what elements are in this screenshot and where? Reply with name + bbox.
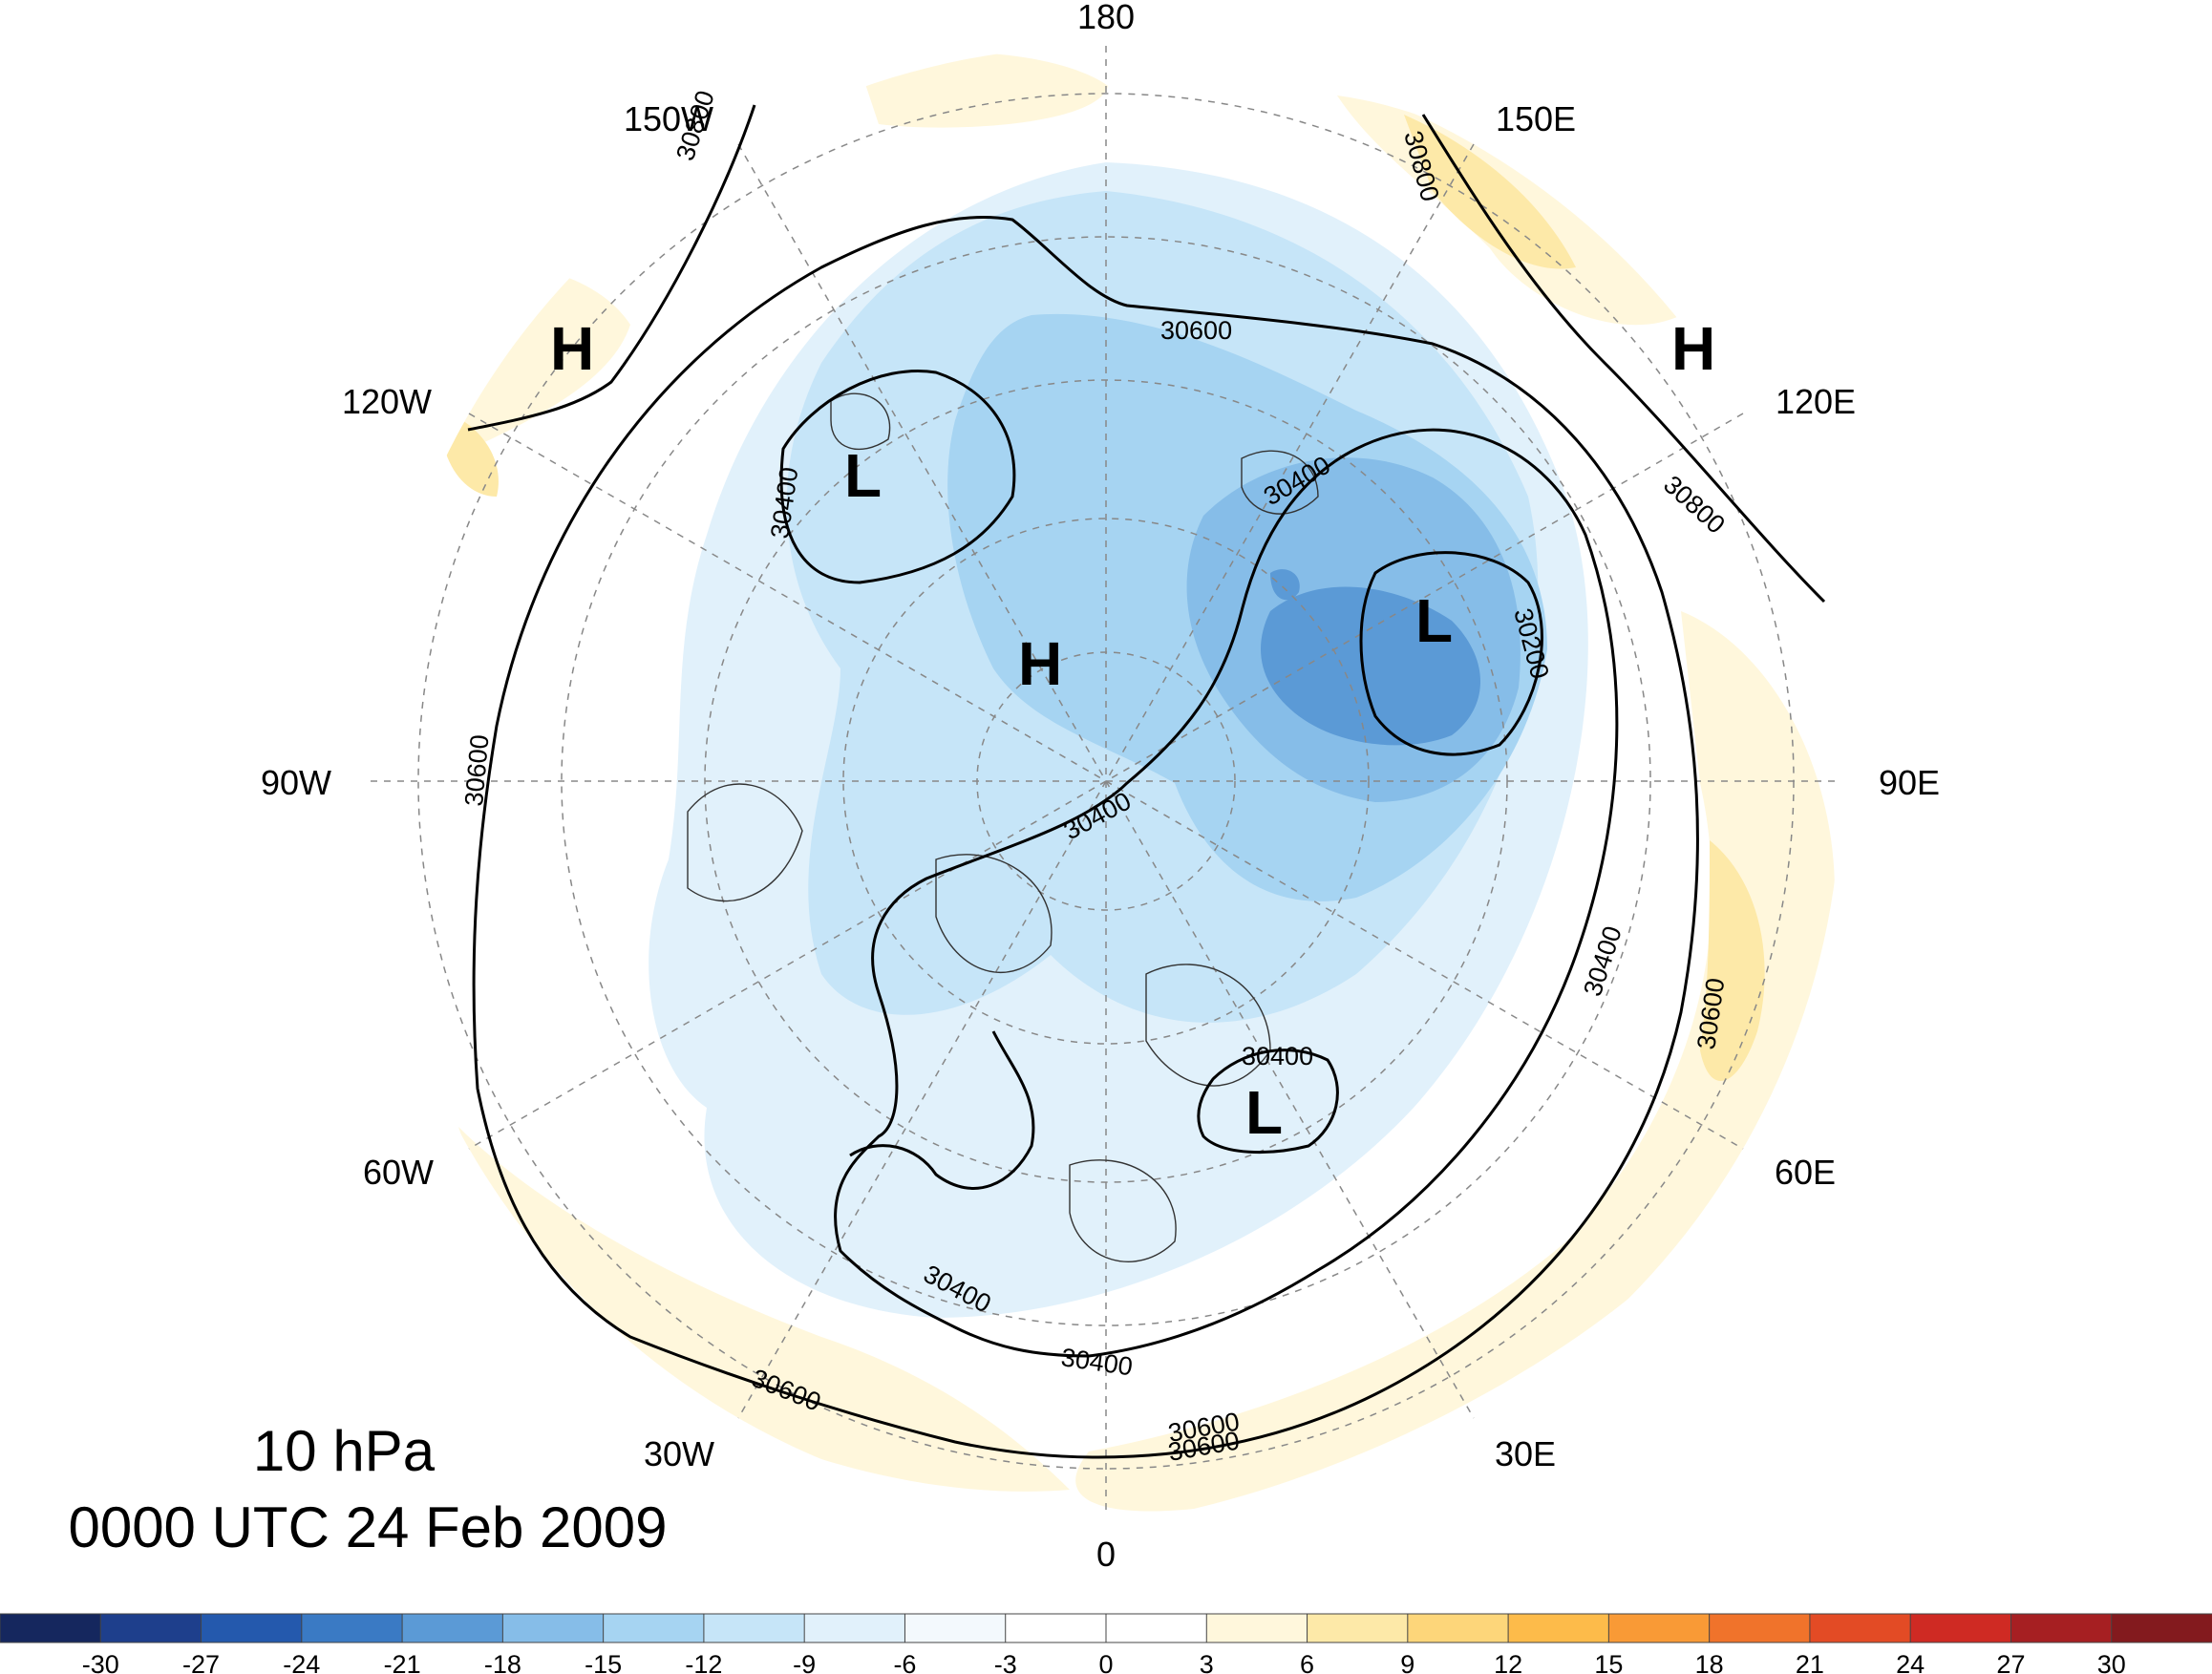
warm-anomaly-region	[1075, 611, 1835, 1512]
colorbar-tick-label: 3	[1200, 1650, 1214, 1674]
lon-label-60e: 60E	[1775, 1153, 1836, 1192]
colorbar-swatch	[603, 1613, 705, 1643]
contour-label: 30800	[1658, 470, 1731, 540]
colorbar-tick-label: -30	[82, 1650, 119, 1674]
colorbar-tick-label: 21	[1796, 1650, 1824, 1674]
warm-anomaly-region	[416, 266, 630, 458]
colorbar-swatch	[99, 1613, 202, 1643]
lon-label-30e: 30E	[1495, 1434, 1556, 1473]
pressure-level-title: 10 hPa	[253, 1419, 436, 1483]
contour-label: 30600	[1160, 316, 1232, 345]
colorbar-swatch	[2010, 1613, 2113, 1643]
colorbar-tick-label: -12	[685, 1650, 722, 1674]
cold-anomaly-region	[1261, 586, 1480, 746]
colorbar-swatch	[1507, 1613, 1610, 1643]
colorbar-tick-label: 12	[1494, 1650, 1522, 1674]
colorbar-tick-label: 18	[1695, 1650, 1724, 1674]
lon-label-180: 180	[1077, 0, 1135, 36]
contour-30400-west-low	[779, 370, 1016, 584]
colorbar-tick-label: 9	[1400, 1650, 1414, 1674]
colorbar-swatch	[1909, 1613, 2012, 1643]
high-center-marker: H	[1018, 629, 1062, 698]
high-center-marker: H	[550, 314, 594, 383]
colorbar-tick-label: -9	[793, 1650, 816, 1674]
pressure-centers: H H H L L L	[550, 314, 1715, 1147]
colorbar-tick-label: 27	[1996, 1650, 2025, 1674]
lon-label-150w: 150W	[624, 99, 713, 138]
colorbar-tick-label: -18	[484, 1650, 521, 1674]
colorbar-tick-label: 6	[1300, 1650, 1314, 1674]
contour-30200-siberia	[1359, 551, 1543, 756]
lon-label-120e: 120E	[1776, 382, 1856, 421]
colorbar-tick-label: 30	[2097, 1650, 2126, 1674]
lon-label-90w: 90W	[261, 763, 331, 802]
colorbar-swatch	[904, 1613, 1007, 1643]
cold-anomaly-region	[1270, 569, 1300, 601]
graticule	[371, 46, 1841, 1516]
colorbar-swatch	[1205, 1613, 1308, 1643]
colorbar-swatch	[1407, 1613, 1510, 1643]
contour-label: 30400	[1242, 1042, 1313, 1070]
lon-label-30w: 30W	[644, 1434, 714, 1473]
warm-anomaly-region	[458, 1127, 1070, 1492]
datetime-title: 0000 UTC 24 Feb 2009	[68, 1495, 667, 1559]
anomaly-shading	[416, 53, 1835, 1512]
contour-30800-east	[1421, 114, 1826, 604]
height-contours	[467, 104, 1826, 1459]
colorbar-swatch	[501, 1613, 605, 1643]
colorbar: -30 -27 -24 -21 -18 -15 -12 -9 -6 -3 0 3 6 9 12 15 18 21 2…	[0, 1613, 2212, 1674]
colorbar-swatch	[2111, 1613, 2212, 1643]
contour-30400-main	[834, 428, 1619, 1358]
lon-label-0: 0	[1096, 1535, 1116, 1574]
colorbar-tick-label: -6	[893, 1650, 916, 1674]
low-center-marker: L	[844, 441, 882, 510]
colorbar-tick-label: -27	[182, 1650, 220, 1674]
contour-30600-outer	[472, 216, 1699, 1459]
colorbar-swatch	[1005, 1613, 1107, 1643]
colorbar-tick-label: -24	[283, 1650, 320, 1674]
colorbar-swatch	[401, 1613, 504, 1643]
contour-30400-atlantic	[849, 1030, 1035, 1190]
low-center-marker: L	[1245, 1078, 1283, 1147]
longitude-labels: 180 150E 120E 90E 60E 30E 0 30W 60W 90W …	[261, 0, 1940, 1574]
lon-label-90e: 90E	[1879, 763, 1940, 802]
lon-label-150e: 150E	[1496, 99, 1576, 138]
colorbar-swatch	[1105, 1613, 1208, 1643]
colorbar-swatch	[301, 1613, 404, 1643]
colorbar-swatch	[703, 1613, 806, 1643]
contour-label: 30600	[459, 733, 494, 807]
colorbar-tick-label: 24	[1896, 1650, 1925, 1674]
colorbar-tick-label: 0	[1098, 1650, 1113, 1674]
warm-anomaly-region	[860, 53, 1108, 128]
colorbar-tick-label: -15	[585, 1650, 622, 1674]
high-center-marker: H	[1671, 314, 1715, 383]
contour-30800-west	[467, 104, 756, 432]
colorbar-swatch	[0, 1613, 102, 1643]
colorbar-swatch	[1607, 1613, 1711, 1643]
colorbar-tick-label: -21	[384, 1650, 421, 1674]
colorbar-tick-label: 15	[1594, 1650, 1623, 1674]
contour-label: 30400	[1578, 922, 1627, 1000]
contour-30400-scandinavia	[1197, 1049, 1339, 1154]
colorbar-swatch	[1809, 1613, 1912, 1643]
low-center-marker: L	[1415, 586, 1453, 655]
colorbar-swatch	[803, 1613, 906, 1643]
title-block: 10 hPa 0000 UTC 24 Feb 2009	[68, 1419, 667, 1559]
lon-label-60w: 60W	[363, 1153, 434, 1192]
colorbar-swatch	[1709, 1613, 1811, 1643]
contour-label: 30400	[1059, 1343, 1135, 1381]
lon-label-120w: 120W	[342, 382, 432, 421]
colorbar-swatch	[1307, 1613, 1409, 1643]
colorbar-swatch	[201, 1613, 303, 1643]
colorbar-tick-label: -3	[994, 1650, 1017, 1674]
warm-anomaly-region	[1700, 840, 1765, 1082]
